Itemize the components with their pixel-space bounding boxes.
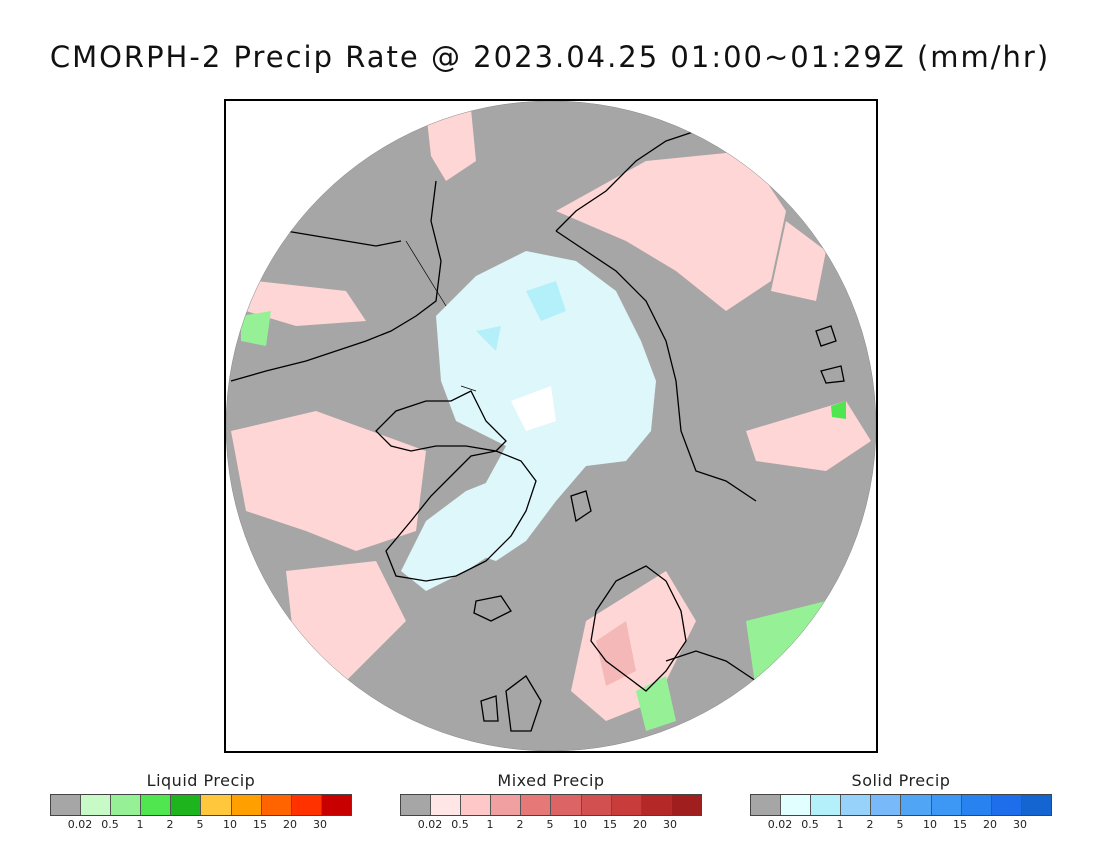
legend-swatch xyxy=(931,795,962,815)
legend-swatch xyxy=(111,795,142,815)
legend-tick-label: 1 xyxy=(136,818,144,831)
coastline-canada-archipelago xyxy=(375,390,507,452)
solid-precip-patch xyxy=(526,281,566,321)
legend-swatch xyxy=(491,795,522,815)
legend-swatch xyxy=(871,795,902,815)
legend-tick-label: 0.5 xyxy=(801,818,819,831)
coastline-british-isles xyxy=(480,675,542,732)
legend-swatch xyxy=(841,795,872,815)
legend-tick-label: 1 xyxy=(486,818,494,831)
legend-tick-label: 20 xyxy=(983,818,997,831)
mixed-precip-region xyxy=(596,621,636,686)
pole-data-gap xyxy=(511,386,556,431)
map-panel xyxy=(224,99,878,753)
legend-tick-label: 20 xyxy=(283,818,297,831)
polar-precip-map xyxy=(226,101,876,751)
legend-tick-label: 15 xyxy=(603,818,617,831)
mixed-precip-region xyxy=(426,109,476,181)
chart-title: CMORPH-2 Precip Rate @ 2023.04.25 01:00~… xyxy=(49,40,1051,74)
mixed-precip-region xyxy=(771,221,826,301)
legend-swatch xyxy=(231,795,262,815)
legend-tick-label: 0.02 xyxy=(417,818,443,831)
legend-tick-label: 5 xyxy=(896,818,904,831)
legend-swatch xyxy=(81,795,112,815)
legend-tick-label: 15 xyxy=(253,818,267,831)
legend-mixed: Mixed Precip 0.02 0.5 1 2 5 10 15 20 30 xyxy=(400,771,702,831)
legend-title: Liquid Precip xyxy=(146,771,256,790)
legend-title: Mixed Precip xyxy=(497,771,605,790)
legend-swatch xyxy=(671,795,701,815)
legend-tick-label: 0.5 xyxy=(101,818,119,831)
legend-tick-label: 10 xyxy=(573,818,587,831)
legend-swatch xyxy=(751,795,782,815)
coastlines xyxy=(230,130,847,751)
solid-precip-patch xyxy=(476,326,501,351)
legend-swatch xyxy=(401,795,432,815)
legend-tick-label: 30 xyxy=(663,818,677,831)
legend-tick-label: 20 xyxy=(633,818,647,831)
legend-swatch xyxy=(641,795,672,815)
legend-solid: Solid Precip 0.02 0.5 1 2 5 10 15 20 30 xyxy=(750,771,1052,831)
legend-tick-label: 1 xyxy=(836,818,844,831)
legend-swatch xyxy=(431,795,462,815)
coastline-greenland xyxy=(385,450,537,582)
legend-title: Solid Precip xyxy=(851,771,951,790)
legend-colorbar xyxy=(750,794,1052,816)
legend-swatch xyxy=(141,795,172,815)
legend-tick-label: 0.02 xyxy=(767,818,793,831)
legend-colorbar xyxy=(400,794,702,816)
legend-swatch xyxy=(781,795,812,815)
political-boundaries xyxy=(405,240,477,392)
legend-colorbar xyxy=(50,794,352,816)
coastline-siberia xyxy=(555,130,757,502)
legend-swatch xyxy=(1021,795,1051,815)
legend-liquid: Liquid Precip 0.02 0.5 1 2 5 10 15 20 30 xyxy=(50,771,352,831)
legend-tick-label: 15 xyxy=(953,818,967,831)
legend-tick-label: 10 xyxy=(223,818,237,831)
legend-tick-label: 10 xyxy=(923,818,937,831)
legend-tick-label: 2 xyxy=(166,818,174,831)
legend-swatch xyxy=(201,795,232,815)
liquid-precip-region xyxy=(831,401,846,419)
mixed-precip-region xyxy=(231,411,426,551)
legend-swatch xyxy=(461,795,492,815)
coastline-lakes xyxy=(815,325,845,384)
mixed-precip-region xyxy=(556,151,786,311)
legend-swatch xyxy=(581,795,612,815)
legend-swatch xyxy=(171,795,202,815)
legend-tick-label: 30 xyxy=(313,818,327,831)
liquid-precip-region xyxy=(241,311,271,346)
liquid-precip-region xyxy=(636,676,676,731)
coastline-alaska xyxy=(285,230,402,247)
legend-swatch xyxy=(321,795,351,815)
legend-swatch xyxy=(51,795,82,815)
legend-tick-labels: 0.02 0.5 1 2 5 10 15 20 30 xyxy=(750,816,1050,831)
mixed-precip-region xyxy=(246,281,366,326)
legend-tick-label: 0.5 xyxy=(451,818,469,831)
legend-swatch xyxy=(521,795,552,815)
coastline-scandinavia xyxy=(590,565,687,692)
legend-tick-label: 0.02 xyxy=(67,818,93,831)
legend-swatch xyxy=(261,795,292,815)
legend-tick-label: 2 xyxy=(516,818,524,831)
legend-tick-label: 5 xyxy=(196,818,204,831)
legend-tick-label: 5 xyxy=(546,818,554,831)
solid-precip-region-greenland xyxy=(401,471,526,591)
legend-tick-label: 2 xyxy=(866,818,874,831)
legend-tick-labels: 0.02 0.5 1 2 5 10 15 20 30 xyxy=(400,816,700,831)
liquid-precip-region xyxy=(746,601,826,691)
legend-swatch xyxy=(991,795,1022,815)
legend-tick-labels: 0.02 0.5 1 2 5 10 15 20 30 xyxy=(50,816,350,831)
coastline-north-america xyxy=(230,180,442,382)
legend-swatch xyxy=(291,795,322,815)
coastline-svalbard xyxy=(570,490,592,523)
legend-swatch xyxy=(901,795,932,815)
legend-swatch xyxy=(811,795,842,815)
legend-swatch xyxy=(961,795,992,815)
mixed-precip-region xyxy=(746,401,871,471)
coastline-iceland xyxy=(473,595,512,622)
legend-tick-label: 30 xyxy=(1013,818,1027,831)
legend-swatch xyxy=(611,795,642,815)
legend-swatch xyxy=(551,795,582,815)
